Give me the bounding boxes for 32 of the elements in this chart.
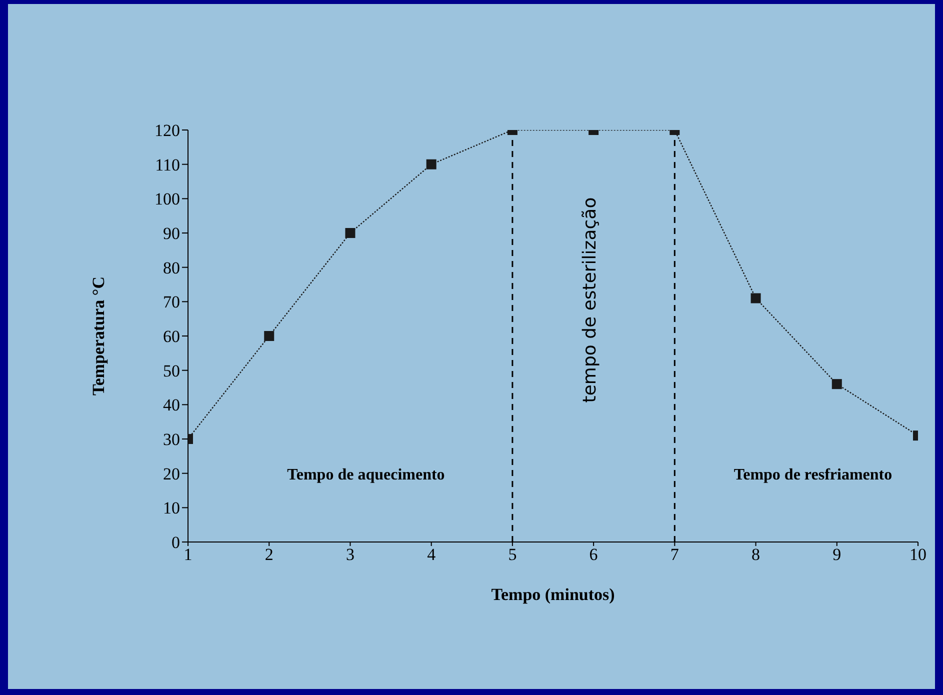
y-tick-label: 50 — [163, 361, 180, 380]
annotation: Tempo de aquecimento — [286, 466, 446, 486]
y-tick-label: 80 — [163, 258, 180, 278]
x-tick-label: 2 — [264, 545, 274, 564]
y-tick-label: 100 — [154, 190, 180, 209]
x-axis-title: Tempo (minutos) — [491, 585, 615, 604]
x-tick-label: 10 — [910, 545, 926, 564]
y-tick-label: 90 — [163, 224, 180, 244]
x-tick-label: 4 — [427, 545, 436, 564]
point — [832, 379, 842, 390]
x-tick-label: 5 — [508, 545, 517, 564]
y-axis-title: Temperatura °C — [89, 276, 108, 396]
y-tick-label: 110 — [155, 155, 180, 174]
y-tick-label: 30 — [163, 430, 180, 450]
point — [345, 228, 356, 238]
y-tick-label: 120 — [154, 121, 180, 140]
x-tick-label: 6 — [589, 545, 598, 564]
y-tick-label: 40 — [163, 396, 180, 415]
annotation: Tempo de resfriamento — [732, 466, 894, 486]
point — [264, 331, 274, 341]
x-tick-label: 9 — [832, 545, 842, 564]
y-tick-label: 0 — [172, 533, 180, 552]
y-tick-label: 20 — [163, 464, 180, 484]
x-tick-label: 3 — [346, 545, 354, 564]
x-tick-label: 1 — [184, 545, 192, 564]
point — [750, 293, 761, 304]
y-tick-label: 10 — [163, 498, 180, 518]
x-tick-label: 7 — [670, 545, 680, 564]
y-tick-label: 70 — [163, 292, 180, 312]
annotation: tempo de esterilização — [580, 197, 600, 403]
x-tick-label: 8 — [752, 545, 760, 564]
y-tick-label: 60 — [163, 327, 180, 346]
